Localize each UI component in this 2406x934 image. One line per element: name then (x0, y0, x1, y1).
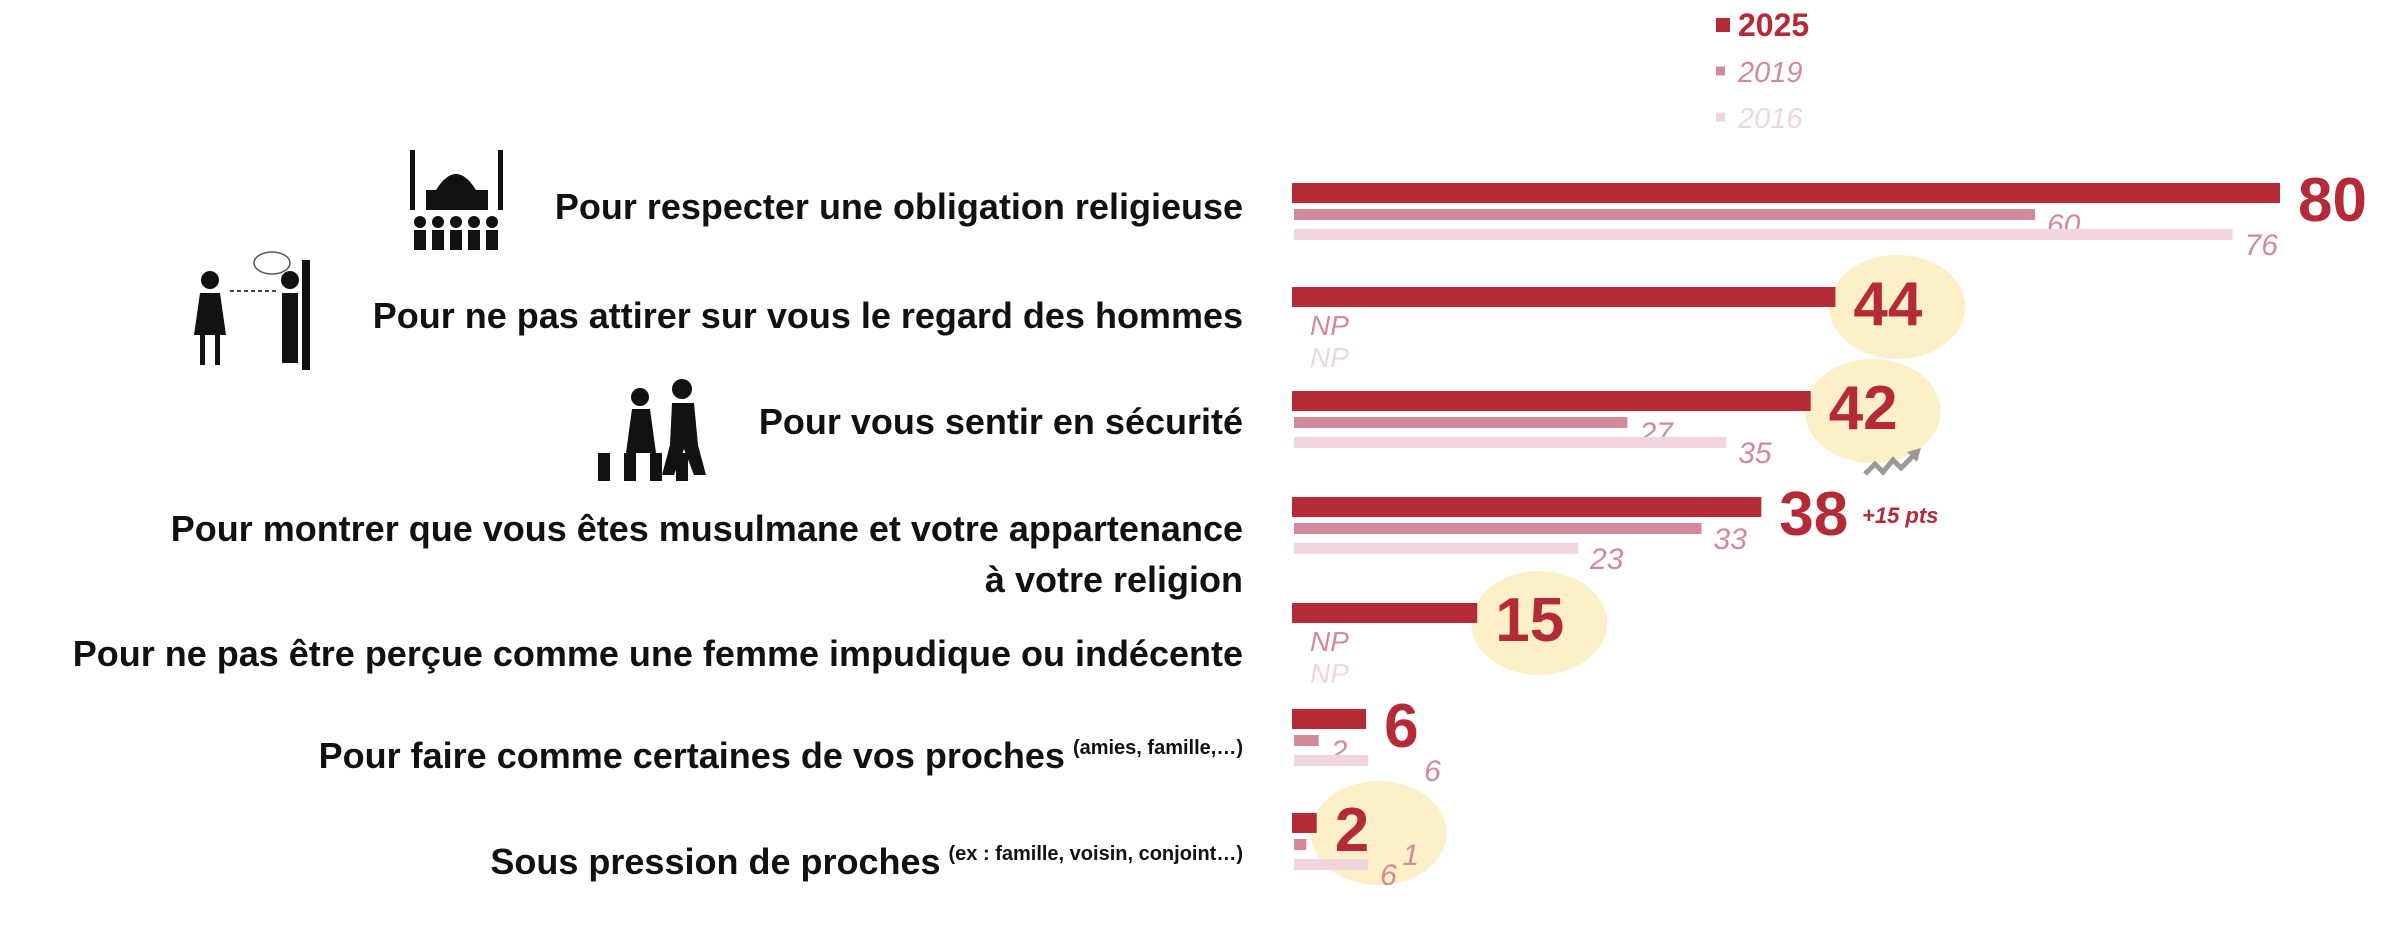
bar-2016 (1294, 229, 2233, 240)
trend-line (1863, 452, 1917, 476)
bar-2019 (1294, 735, 1319, 746)
bar-2025 (1292, 813, 1317, 833)
value-label-2016: 35 (1738, 437, 1772, 470)
value-label-2025: 44 (1853, 270, 1922, 339)
bar-2025 (1292, 497, 1762, 517)
value-label-2025: 15 (1495, 586, 1564, 655)
np-label: NP (1310, 342, 1349, 373)
value-label-2019: 33 (1714, 523, 1748, 556)
bar-2019 (1294, 209, 2035, 220)
category-label: Pour faire comme certaines de vos proche… (319, 735, 1243, 776)
dome (436, 174, 476, 190)
person-body (486, 230, 498, 250)
np-label: NP (1310, 310, 1349, 341)
legend-label: 2025 (1738, 7, 1809, 43)
value-label-2025: 2 (1335, 796, 1369, 865)
value-label-2025: 80 (2298, 166, 2367, 235)
category-note: (amies, famille,…) (1073, 737, 1243, 759)
bar-2025 (1292, 391, 1811, 411)
woman (626, 409, 656, 453)
bar-2025 (1292, 603, 1478, 623)
person-head (468, 216, 480, 228)
head (672, 379, 692, 399)
value-label-2016: 6 (1380, 859, 1397, 892)
legend-label: 2016 (1737, 103, 1803, 135)
value-label-2016: 6 (1424, 755, 1441, 788)
value-label-2025: 42 (1829, 374, 1898, 443)
bar-2025 (1292, 183, 2280, 203)
head (281, 271, 299, 289)
category-label: Pour ne pas être perçue comme une femme … (73, 633, 1243, 674)
legend-swatch (1716, 66, 1725, 76)
bar-2019 (1294, 417, 1628, 428)
leg (200, 335, 205, 365)
minaret (410, 150, 415, 210)
person-head (450, 216, 462, 228)
category-label: Pour respecter une obligation religieuse (555, 186, 1243, 227)
harassment-icon (194, 251, 310, 370)
minaret (498, 150, 503, 210)
legend-swatch (1716, 18, 1730, 32)
leg (215, 335, 220, 365)
person-body (414, 230, 426, 250)
value-label-2016: 23 (1589, 543, 1624, 576)
category-note: (ex : famille, voisin, conjoint…) (949, 843, 1243, 865)
crosswalk (624, 453, 636, 481)
bar-2016 (1294, 543, 1579, 554)
wall (302, 260, 310, 370)
legend-swatch (1716, 112, 1725, 122)
category-label: Pour vous sentir en sécurité (759, 401, 1243, 442)
highlight-blob (1471, 571, 1608, 675)
speech-bubble (253, 251, 291, 275)
mosque-icon (410, 150, 503, 250)
crosswalk (598, 453, 610, 481)
bar-2025 (1292, 287, 1836, 307)
value-label-2025: 6 (1384, 692, 1418, 761)
value-label-2019: 1 (1402, 839, 1419, 872)
bar-2016 (1294, 859, 1369, 870)
legend-label: 2019 (1737, 57, 1803, 89)
hall (426, 190, 488, 210)
bar-2019 (1294, 523, 1702, 534)
person-head (432, 216, 444, 228)
arrowhead (1907, 448, 1921, 462)
highlight-blob (1804, 359, 1941, 463)
np-label: NP (1310, 658, 1349, 689)
crosswalk (650, 453, 662, 481)
bar-2016 (1294, 755, 1369, 766)
bar-2019 (1294, 839, 1307, 850)
woman (194, 293, 226, 335)
np-label: NP (1310, 626, 1349, 657)
head (201, 271, 219, 289)
person-head (414, 216, 426, 228)
category-label: Pour montrer que vous êtes musulmane et … (171, 508, 1243, 549)
person-body (432, 230, 444, 250)
person-body (468, 230, 480, 250)
value-label-2016: 76 (2245, 229, 2279, 262)
person-body (450, 230, 462, 250)
bar-2025 (1292, 709, 1367, 729)
pedestrians-icon (598, 379, 706, 481)
value-label-2025: 38 (1779, 480, 1848, 549)
person-head (486, 216, 498, 228)
bar-2016 (1294, 437, 1727, 448)
man (282, 293, 298, 363)
man (662, 403, 706, 475)
highlight-blob (1829, 255, 1966, 359)
annotation-label: +15 pts (1862, 503, 1938, 528)
trend-up-icon (1863, 448, 1921, 476)
category-label: Pour ne pas attirer sur vous le regard d… (373, 295, 1243, 336)
category-label: Sous pression de proches (ex : famille, v… (490, 841, 1243, 882)
head (631, 388, 649, 406)
category-label: à votre religion (985, 559, 1243, 600)
